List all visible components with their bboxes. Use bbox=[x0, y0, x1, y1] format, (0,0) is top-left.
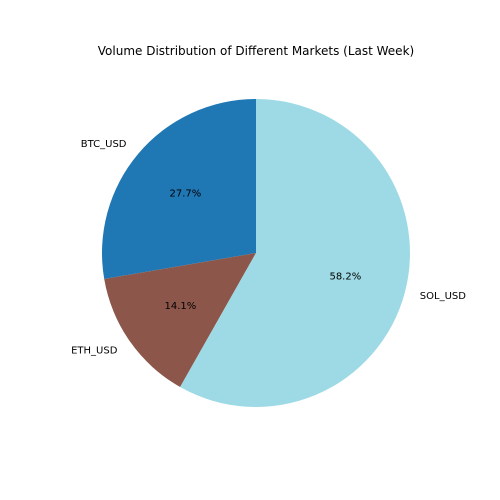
pie-slice-sol-usd bbox=[180, 99, 410, 407]
chart-title: Volume Distribution of Different Markets… bbox=[98, 44, 414, 58]
pie-slices bbox=[101, 99, 410, 407]
pie-slice-btc-usd bbox=[101, 99, 256, 279]
slice-label-eth-usd: ETH_USD bbox=[71, 345, 118, 356]
pie-labels: BTC_USD 27.7% ETH_USD 14.1% SOL_USD 58.2% bbox=[71, 139, 466, 357]
slice-label-btc-usd: BTC_USD bbox=[81, 139, 127, 150]
pie-slice-eth-usd bbox=[104, 253, 257, 388]
percent-label-btc-usd: 27.7% bbox=[169, 188, 201, 199]
percent-label-eth-usd: 14.1% bbox=[165, 301, 197, 312]
percent-label-sol-usd: 58.2% bbox=[329, 272, 361, 283]
slice-label-sol-usd: SOL_USD bbox=[420, 291, 466, 302]
